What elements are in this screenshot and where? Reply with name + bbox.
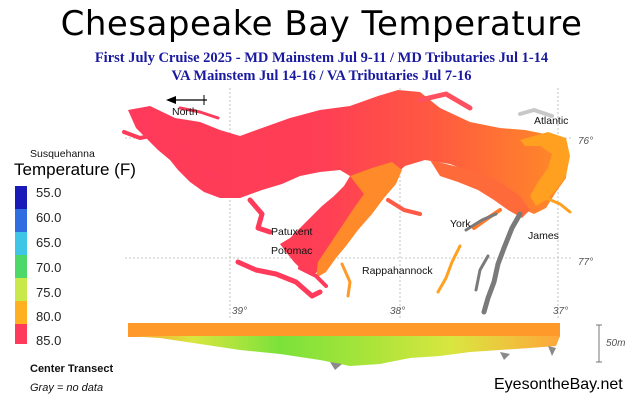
- coord-lon-37: 37°: [553, 306, 569, 317]
- label-james: James: [528, 230, 559, 242]
- label-patuxent: Patuxent: [271, 226, 313, 238]
- legend-colorbar: [15, 186, 27, 344]
- north-label: North: [172, 106, 198, 118]
- coord-lon-38: 38°: [390, 306, 406, 317]
- center-transect-label: Center Transect: [30, 363, 114, 375]
- page-title: Chesapeake Bay Temperature: [60, 4, 583, 44]
- coord-lon-39: 39°: [232, 306, 248, 317]
- gray-no-data-note: Gray = no data: [30, 382, 104, 394]
- label-rappahannock: Rappahannock: [362, 265, 433, 277]
- legend-title: Temperature (F): [14, 160, 136, 179]
- label-atlantic: Atlantic: [534, 115, 569, 127]
- no-data-areas: [464, 108, 554, 315]
- coord-lat-77: 77°: [578, 257, 594, 268]
- legend-tick: 85.0: [36, 333, 62, 348]
- subtitle-line-2: VA Mainstem Jul 14-16 / VA Tributaries J…: [171, 68, 472, 84]
- subtitle-line-1: First July Cruise 2025 - MD Mainstem Jul…: [94, 50, 549, 66]
- bay-water: [128, 90, 570, 278]
- label-potomac: Potomac: [271, 245, 313, 257]
- legend-tick: 60.0: [36, 210, 62, 225]
- legend-tick: 55.0: [36, 185, 62, 200]
- tributaries: [122, 91, 572, 299]
- label-susquehanna: Susquehanna: [30, 148, 95, 160]
- depth-scale-bar: [596, 324, 602, 363]
- legend-tick: 70.0: [36, 260, 62, 275]
- legend-tick: 80.0: [36, 309, 62, 324]
- north-arrow-icon: [166, 95, 207, 105]
- depth-scale-label: 50m: [606, 338, 626, 349]
- legend-tick: 75.0: [36, 285, 62, 300]
- legend-tick: 65.0: [36, 235, 62, 250]
- site-credit: EyesontheBay.net: [494, 376, 623, 393]
- center-transect-profile: [128, 323, 560, 370]
- label-york: York: [450, 218, 471, 230]
- coord-lat-76: 76°: [578, 136, 594, 147]
